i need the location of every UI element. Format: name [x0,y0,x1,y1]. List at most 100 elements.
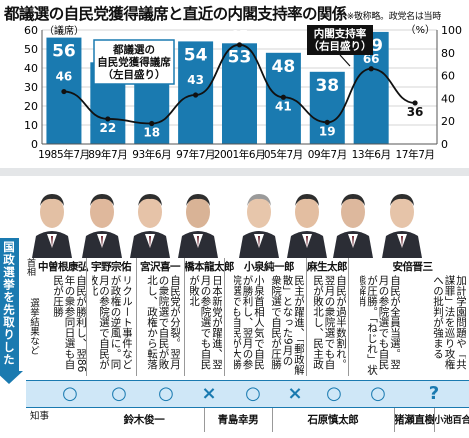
column-divider [184,258,185,376]
row-label-note: 選挙結果など [28,298,39,355]
governor-name: 青島幸男 [217,414,259,426]
result-mark: ○ [158,383,174,404]
result-mark: ○ [245,383,261,404]
left-tick-label: 30 [24,81,38,94]
result-mark: ○ [370,383,386,404]
line-value-label: 87 [231,28,248,42]
left-tick-label: 20 [24,100,38,113]
left-tick-label: 40 [24,62,38,75]
line-series: 46 22 18 43 87 41 19 66 36 [56,28,424,140]
pm-name: 宇野宗佑 [91,261,132,273]
pm-portrait [331,182,375,258]
column-divider [306,258,307,376]
line-value-label: 19 [319,124,336,138]
governor-name: 猪瀬直樹 [394,414,435,426]
bar-value-label: 53 [228,47,252,67]
result-mark: ○ [62,383,78,404]
right-tick-label: 60 [441,70,455,83]
governor-divider [394,408,395,432]
line-value-label: 36 [407,105,424,119]
line-value-label: 22 [99,121,116,135]
line-value-label: 66 [363,52,380,66]
line-value-label: 18 [143,125,160,139]
pm-portrait [128,182,172,258]
right-tick-label: 0 [441,138,448,151]
right-tick-label: 40 [441,92,455,105]
x-tick-label: 2001年6月 [214,148,266,161]
bar [222,43,257,144]
right-tick-label: 20 [441,115,455,128]
result-mark: × [287,383,303,404]
line-point [193,92,199,98]
left-axis-label: （議席） [44,24,84,37]
bar-value-label: 38 [315,76,339,96]
election-note: 小泉首相人気で自民が勝利し、翌月の参院選でも自民が大勝 [234,275,264,370]
pm-name: 橋本龍太郎 [184,261,235,273]
section-label: 国政選挙を先取りしたか [2,241,16,366]
governor-divider [272,408,273,432]
pm-portrait [237,182,281,258]
bar-value-label: 48 [272,57,296,77]
election-note: 自民が全員当選。翌月の参院選でも自民が圧勝。「ねじれ」状態解消 [360,275,400,375]
election-note: 自民党が分裂。翌月の衆院選で自民が敗北し、政権から転落 [146,275,180,370]
chart-legend: 都議選の自民党獲得議席（左目盛り） 内閣支持率（右目盛り） [93,25,373,93]
result-band: ○ ○ ○ × ○ × ○ ○? [26,380,469,408]
election-note: 日本新党が躍進、翌月の参院選でも自民が敗北 [190,275,222,370]
result-mark: × [201,383,217,404]
line-value-label: 41 [275,99,292,113]
x-tick-label: 09年7月 [308,148,347,161]
x-tick-label: 13年6月 [352,148,391,161]
election-note: 加計学園問題や「共謀罪」法を巡り攻権への批判が強まる [432,275,466,370]
pm-name: 小泉純一郎 [244,261,295,273]
column-divider [86,258,87,376]
pm-portrait [285,182,329,258]
line-point [149,120,155,127]
chart-title-note: ※敬称略。政党名は当時 [346,12,442,22]
pm-name: 中曽根康弘 [38,261,89,273]
pm-name: 麻生太郎 [307,261,348,273]
x-tick-label: 05年7月 [264,148,303,161]
row-label-pm: 首相 [25,258,35,276]
left-tick-label: 50 [24,43,38,56]
bar [309,71,345,144]
governor-name: 鈴木俊一 [123,414,165,426]
line-value-label: 46 [56,70,73,84]
left-tick-label: 60 [24,24,38,37]
pm-photo-row [24,176,469,258]
result-mark: ? [428,383,440,404]
line-point [61,88,67,95]
election-table: 首相 選挙結果など ○ ○ ○ × ○ × ○ ○? 知事 中曽根康弘 宇野宗佑 宮沢喜一 橋本龍太… [24,258,469,438]
pm-portrait [30,182,74,258]
pm-portrait [176,182,220,258]
left-tick-label: 10 [24,119,38,132]
election-note: 民主が躍進、「郵政解散」となった9月の衆院選で自民が圧勝 [270,275,304,375]
governor-divider [204,408,205,432]
result-mark: ○ [326,383,342,404]
bar-value-label: 54 [184,45,208,65]
divider-strip [0,168,469,176]
left-tick-label: 0 [31,138,38,151]
row-label-gov: 知事 [30,411,50,422]
x-tick-label: 97年7月 [176,148,215,161]
pm-portrait [380,182,424,258]
x-tick-label: 89年7月 [88,148,127,161]
election-note: リクルート事件などが政権の逆風に。同月の参院選で自民が敗北 [92,275,132,370]
legend-line-line: 内閣支持率 [314,27,367,40]
section-arrow: 国政選挙を先取りしたか [0,238,23,384]
pm-name: 宮沢喜一 [140,261,181,273]
x-tick-label: 1985年7月 [38,148,90,161]
legend-line-box [307,25,373,55]
pm-name: 安倍晋三 [392,261,434,273]
bar-value-label: 56 [52,42,76,62]
x-tick-label: 17年7月 [396,148,435,161]
legend-line-line: （右目盛り） [309,40,372,53]
line-point [236,42,243,48]
column-divider [136,258,137,376]
governor-divider [434,408,435,432]
line-point [412,100,418,106]
chart-title: 都議選の自民党獲得議席と直近の内閣支持率の関係※敬称略。政党名は当時 [4,2,466,22]
line-point [368,66,374,72]
column-divider [224,258,225,376]
